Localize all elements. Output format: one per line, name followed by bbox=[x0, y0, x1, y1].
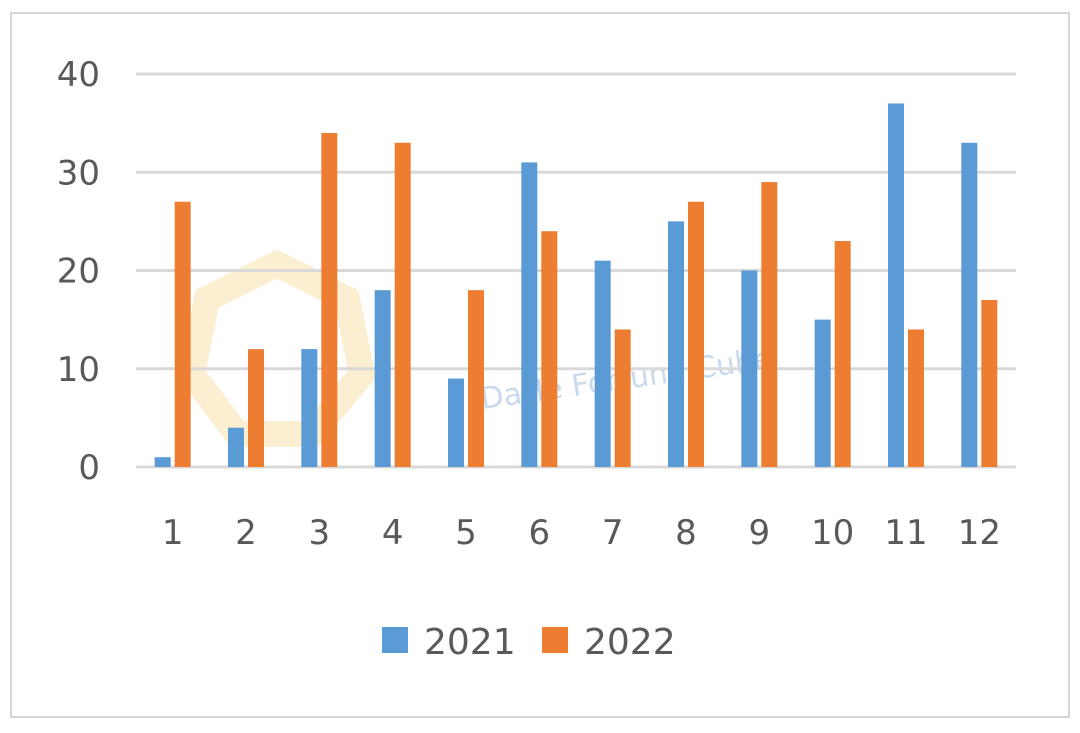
legend-label-2021: 2021 bbox=[424, 622, 516, 663]
gridlines bbox=[136, 72, 1016, 469]
bar-2022-2 bbox=[248, 349, 264, 467]
bar-2021-10 bbox=[814, 319, 831, 467]
legend-label-2022: 2022 bbox=[584, 622, 676, 663]
bar-2021-9 bbox=[741, 270, 758, 467]
legend: 2021 2022 bbox=[382, 622, 676, 663]
y-tick-label: 0 bbox=[78, 448, 100, 488]
x-tick-label: 6 bbox=[529, 513, 551, 553]
bar-2022-3 bbox=[321, 132, 338, 467]
x-tick-label: 5 bbox=[455, 513, 477, 553]
bar-2021-2 bbox=[228, 427, 244, 467]
bar-2021-6 bbox=[521, 162, 538, 468]
x-tick-label: 8 bbox=[675, 513, 697, 553]
bar-2022-1 bbox=[174, 201, 191, 467]
x-tick-label: 12 bbox=[958, 513, 1001, 553]
x-tick-label: 2 bbox=[235, 513, 257, 553]
x-tick-label: 11 bbox=[884, 513, 927, 553]
bar-2021-5 bbox=[448, 378, 464, 467]
watermark-logo-icon bbox=[178, 249, 376, 447]
bar-2022-8 bbox=[688, 201, 704, 467]
bar-2022-7 bbox=[614, 329, 631, 467]
bar-2022-6 bbox=[541, 231, 558, 467]
y-tick-label: 10 bbox=[57, 350, 100, 390]
x-tick-label: 10 bbox=[811, 513, 854, 553]
bar-2021-3 bbox=[301, 349, 318, 467]
x-tick-label: 9 bbox=[749, 513, 771, 553]
x-axis-ticks: 1 2 3 4 5 6 7 8 9 10 11 12 bbox=[162, 513, 1001, 553]
bar-2022-9 bbox=[761, 182, 778, 467]
bar-2022-5 bbox=[468, 290, 484, 467]
bar-2022-12 bbox=[981, 299, 998, 467]
y-tick-label: 30 bbox=[57, 153, 100, 193]
bar-2021-11 bbox=[888, 103, 904, 467]
bar-2021-12 bbox=[961, 142, 978, 467]
legend-swatch-2022 bbox=[542, 627, 568, 653]
x-tick-label: 7 bbox=[602, 513, 624, 553]
y-tick-label: 20 bbox=[57, 252, 100, 292]
bar-2021-8 bbox=[668, 221, 684, 467]
x-tick-label: 3 bbox=[309, 513, 331, 553]
y-axis-ticks: 0 10 20 30 40 bbox=[57, 55, 100, 488]
x-tick-label: 4 bbox=[382, 513, 404, 553]
bar-2022-10 bbox=[834, 241, 851, 467]
bar-2021-4 bbox=[374, 290, 391, 467]
bar-2022-4 bbox=[394, 142, 411, 467]
bar-2021-1 bbox=[154, 457, 171, 467]
x-tick-label: 1 bbox=[162, 513, 184, 553]
legend-swatch-2021 bbox=[382, 627, 408, 653]
y-tick-label: 40 bbox=[57, 55, 100, 95]
bar-2021-7 bbox=[594, 260, 611, 467]
bars bbox=[154, 103, 998, 468]
bar-2022-11 bbox=[908, 329, 924, 467]
